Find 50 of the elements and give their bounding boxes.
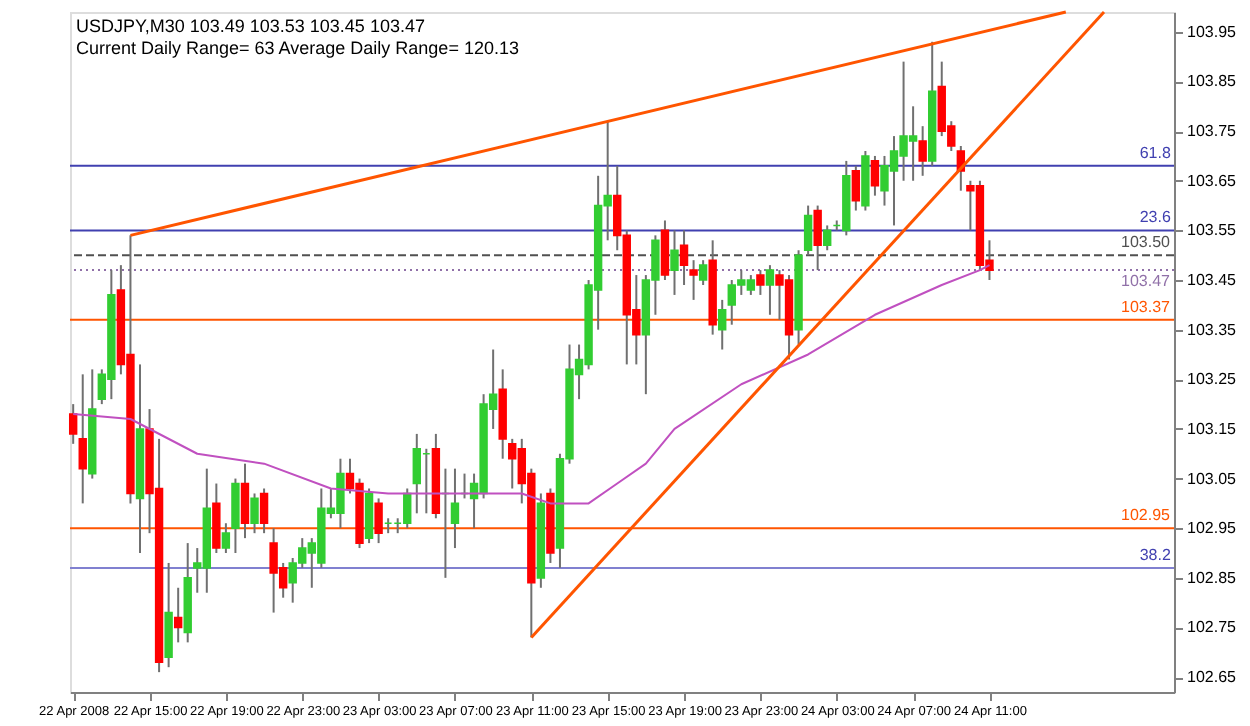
candlestick <box>813 204 822 272</box>
y-tick-label: 103.25 <box>1187 370 1238 389</box>
annotation: 23.6 <box>1139 208 1172 227</box>
candlestick <box>679 229 689 286</box>
candlestick <box>450 467 460 550</box>
y-tick-label: 102.85 <box>1187 568 1238 587</box>
candlestick <box>698 259 708 286</box>
candlestick <box>259 487 269 535</box>
candlestick <box>670 229 679 296</box>
y-tick-label: 102.95 <box>1187 519 1238 538</box>
y-tick-label: 103.35 <box>1187 320 1238 339</box>
candlestick <box>68 403 78 445</box>
candlestick <box>231 477 240 555</box>
annotation: 38.2 <box>1139 545 1172 564</box>
candlestick <box>364 487 374 545</box>
y-tick-label: 102.75 <box>1187 618 1238 637</box>
candlestick <box>78 373 87 505</box>
y-tick-label: 103.85 <box>1187 72 1238 91</box>
ref-line-label: 103.47 <box>1121 272 1172 291</box>
candlestick <box>765 264 775 316</box>
candlestick <box>870 154 880 197</box>
candlestick <box>689 259 698 301</box>
candlestick <box>221 522 231 555</box>
candlestick <box>173 586 183 644</box>
y-tick-label: 102.65 <box>1187 668 1238 687</box>
candlestick <box>240 462 250 540</box>
candlestick <box>851 164 861 212</box>
candlestick <box>918 125 927 177</box>
y-tick-label: 103.65 <box>1187 171 1238 190</box>
candlestick <box>803 204 813 257</box>
candlestick <box>250 492 259 535</box>
y-tick-label: 103.75 <box>1187 122 1238 141</box>
ref-line-label: 103.37 <box>1121 297 1172 316</box>
candlestick <box>823 224 832 252</box>
y-tick-label: 103.05 <box>1187 469 1238 488</box>
y-tick-label: 103.45 <box>1187 271 1238 290</box>
ref-line-label: 102.95 <box>1121 506 1172 525</box>
candlestick <box>212 482 221 555</box>
candlestick <box>718 298 727 351</box>
candlestick <box>660 219 670 282</box>
candlestick <box>164 561 173 669</box>
candlestick <box>756 269 765 296</box>
annotation: 61.8 <box>1139 143 1172 162</box>
candlestick <box>374 497 383 545</box>
y-tick-label: 103.95 <box>1187 22 1238 41</box>
y-tick-label: 103.15 <box>1187 419 1238 438</box>
chart-title: USDJPY,M30 103.49 103.53 103.45 103.47 <box>76 16 425 36</box>
ref-line-label: 103.50 <box>1121 233 1172 252</box>
y-tick-label: 103.55 <box>1187 221 1238 240</box>
text: Current Daily Range= 63 Average Daily Range= 120.13 <box>76 38 519 58</box>
